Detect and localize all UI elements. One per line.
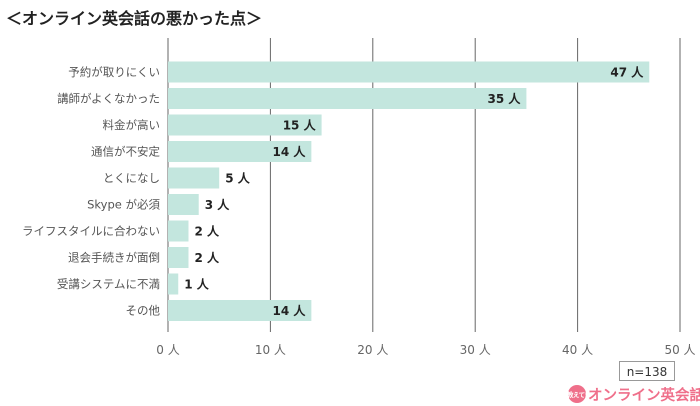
bar xyxy=(168,167,220,189)
category-label: 退会手続きが面倒 xyxy=(68,251,160,265)
category-label: 料金が高い xyxy=(103,118,161,132)
bars xyxy=(168,61,650,321)
category-label: 受講システムに不満 xyxy=(57,277,160,291)
value-label: 15 人 xyxy=(283,118,317,133)
value-label: 47 人 xyxy=(610,65,644,80)
category-label: 予約が取りにくい xyxy=(68,65,160,79)
x-tick-label: 0 人 xyxy=(156,343,179,357)
brand-name: オンライン英会話 xyxy=(588,387,700,404)
value-label: 5 人 xyxy=(225,171,251,186)
x-tick-label: 10 人 xyxy=(255,343,286,357)
x-tick-label: 20 人 xyxy=(357,343,388,357)
value-label: 14 人 xyxy=(272,144,306,159)
bar xyxy=(168,300,312,321)
bar xyxy=(168,194,199,215)
value-label: 14 人 xyxy=(272,303,306,318)
category-label: 通信が不安定 xyxy=(91,145,160,159)
value-label: 3 人 xyxy=(205,197,231,212)
bar xyxy=(168,61,650,83)
chart-title: ＜オンライン英会話の悪かった点＞ xyxy=(6,9,263,28)
bar xyxy=(168,273,179,295)
category-label: 講師がよくなかった xyxy=(57,92,160,106)
brand-badge-icon: 教えて! xyxy=(567,385,588,403)
category-label: その他 xyxy=(126,304,161,318)
labels: 0 人 10 人 20 人 30 人 40 人 50 人 予約が取りにくい 47 人講師がよく… xyxy=(22,65,696,358)
sample-size-badge: n=138 xyxy=(619,361,675,381)
category-label: ライフスタイルに合わない xyxy=(22,224,160,238)
bar xyxy=(168,88,527,109)
category-label: Skype が必須 xyxy=(87,198,160,212)
value-label: 35 人 xyxy=(488,91,522,106)
value-label: 2 人 xyxy=(194,250,220,265)
bar xyxy=(168,220,189,242)
bar xyxy=(168,141,312,162)
value-label: 2 人 xyxy=(194,224,220,239)
x-tick-label: 50 人 xyxy=(664,343,695,357)
bar xyxy=(168,114,322,136)
value-label: 1 人 xyxy=(184,277,210,292)
bar xyxy=(168,247,189,268)
x-tick-label: 40 人 xyxy=(562,343,593,357)
x-tick-label: 30 人 xyxy=(460,343,491,357)
category-label: とくになし xyxy=(103,171,160,185)
brand-logo: 教えて! オンライン英会話 xyxy=(567,384,700,404)
